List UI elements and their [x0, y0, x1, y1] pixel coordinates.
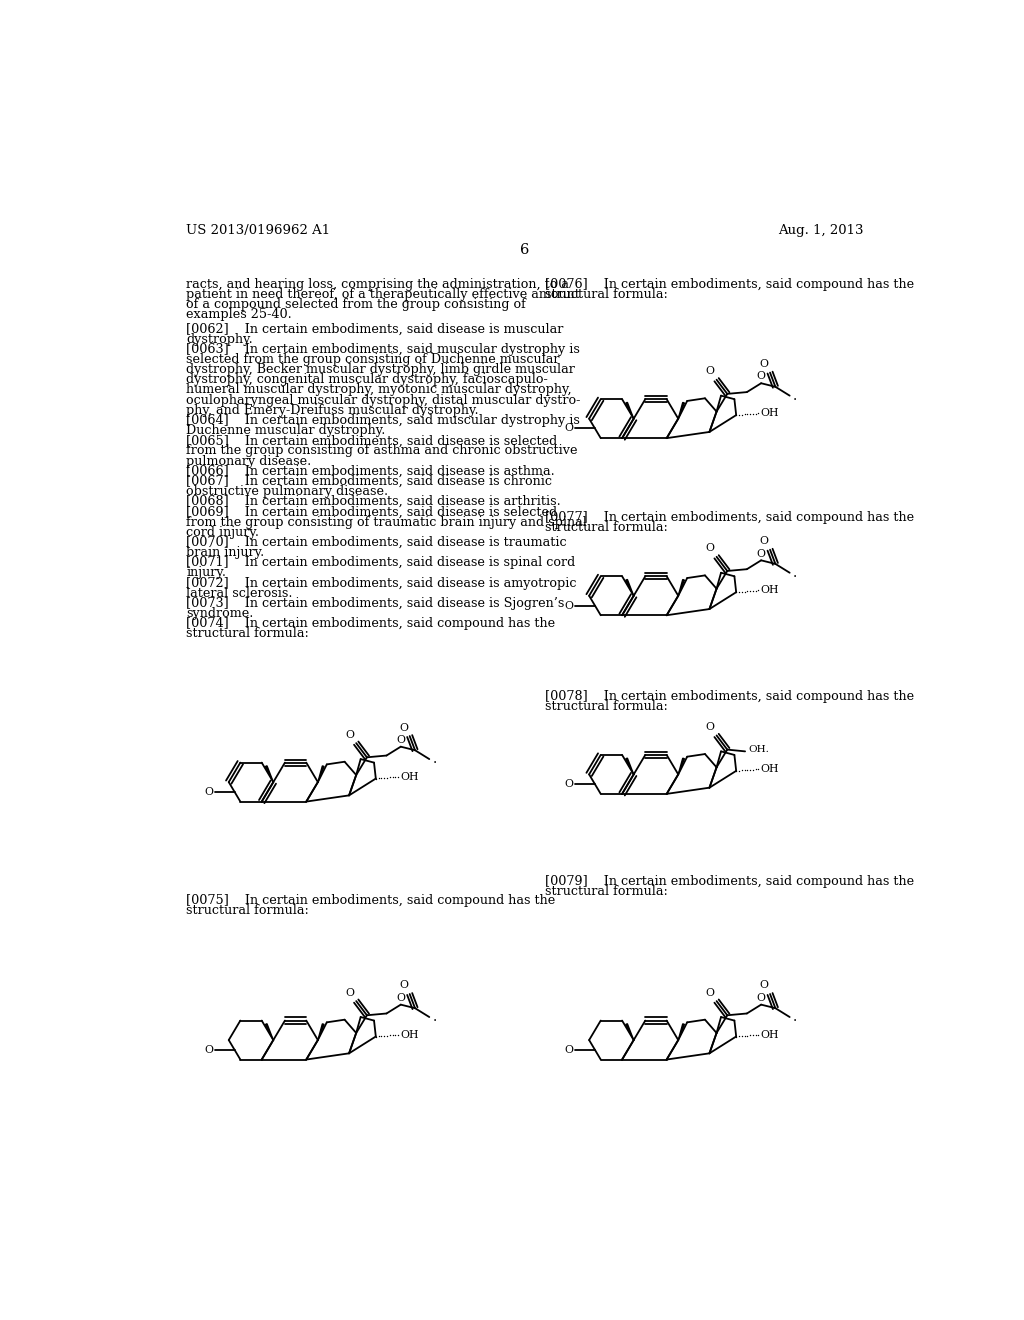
Polygon shape	[678, 579, 684, 595]
Text: OH: OH	[761, 764, 779, 774]
Text: O: O	[345, 987, 354, 998]
Text: [0075]    In certain embodiments, said compound has the: [0075] In certain embodiments, said comp…	[186, 894, 555, 907]
Text: O: O	[399, 722, 408, 733]
Text: structural formula:: structural formula:	[545, 700, 668, 713]
Text: [0079]    In certain embodiments, said compound has the: [0079] In certain embodiments, said comp…	[545, 875, 914, 887]
Text: phy, and Emery-Dreifuss muscular dystrophy.: phy, and Emery-Dreifuss muscular dystrop…	[186, 404, 479, 417]
Text: [0070]    In certain embodiments, said disease is traumatic: [0070] In certain embodiments, said dise…	[186, 536, 566, 549]
Text: OH: OH	[400, 772, 419, 781]
Text: [0067]    In certain embodiments, said disease is chronic: [0067] In certain embodiments, said dise…	[186, 475, 552, 488]
Text: structural formula:: structural formula:	[186, 904, 309, 917]
Text: oculopharyngeal muscular dystrophy, distal muscular dystro-: oculopharyngeal muscular dystrophy, dist…	[186, 393, 581, 407]
Text: from the group consisting of asthma and chronic obstructive: from the group consisting of asthma and …	[186, 445, 578, 458]
Text: O: O	[706, 987, 715, 998]
Text: O: O	[396, 993, 406, 1003]
Polygon shape	[626, 403, 634, 418]
Text: O: O	[759, 981, 768, 990]
Text: O: O	[706, 722, 715, 731]
Text: obstructive pulmonary disease.: obstructive pulmonary disease.	[186, 484, 388, 498]
Text: OH.: OH.	[749, 744, 769, 754]
Text: O: O	[757, 993, 766, 1003]
Text: O: O	[706, 366, 715, 376]
Text: O: O	[564, 424, 573, 433]
Text: [0073]    In certain embodiments, said disease is Sjogren’s: [0073] In certain embodiments, said dise…	[186, 597, 564, 610]
Text: 6: 6	[520, 243, 529, 257]
Text: [0078]    In certain embodiments, said compound has the: [0078] In certain embodiments, said comp…	[545, 689, 914, 702]
Text: Aug. 1, 2013: Aug. 1, 2013	[778, 224, 863, 236]
Text: structural formula:: structural formula:	[545, 884, 668, 898]
Text: O: O	[759, 359, 768, 370]
Text: OH: OH	[761, 586, 779, 595]
Text: lateral sclerosis.: lateral sclerosis.	[186, 586, 293, 599]
Text: cord injury.: cord injury.	[186, 525, 259, 539]
Polygon shape	[678, 1024, 684, 1040]
Text: O: O	[759, 536, 768, 546]
Text: humeral muscular dystrophy, myotonic muscular dystrophy,: humeral muscular dystrophy, myotonic mus…	[186, 383, 571, 396]
Text: .: .	[794, 1010, 798, 1024]
Text: injury.: injury.	[186, 566, 226, 579]
Text: [0064]    In certain embodiments, said muscular dystrophy is: [0064] In certain embodiments, said musc…	[186, 414, 580, 426]
Text: O: O	[564, 779, 573, 789]
Text: syndrome.: syndrome.	[186, 607, 254, 620]
Polygon shape	[626, 1024, 634, 1040]
Text: .: .	[433, 1010, 437, 1024]
Polygon shape	[317, 1024, 324, 1040]
Text: pulmonary disease.: pulmonary disease.	[186, 454, 311, 467]
Text: patient in need thereof, of a therapeutically effective amount: patient in need thereof, of a therapeuti…	[186, 288, 580, 301]
Text: OH: OH	[761, 408, 779, 418]
Text: structural formula:: structural formula:	[545, 521, 668, 535]
Text: structural formula:: structural formula:	[186, 627, 309, 640]
Text: O: O	[204, 787, 213, 797]
Text: of a compound selected from the group consisting of: of a compound selected from the group co…	[186, 298, 526, 312]
Text: [0076]    In certain embodiments, said compound has the: [0076] In certain embodiments, said comp…	[545, 277, 914, 290]
Polygon shape	[678, 758, 684, 775]
Text: O: O	[757, 371, 766, 381]
Text: Duchenne muscular dystrophy.: Duchenne muscular dystrophy.	[186, 424, 385, 437]
Polygon shape	[265, 1024, 273, 1040]
Text: racts, and hearing loss, comprising the administration, to a: racts, and hearing loss, comprising the …	[186, 277, 569, 290]
Polygon shape	[678, 403, 684, 418]
Text: O: O	[345, 730, 354, 739]
Text: [0071]    In certain embodiments, said disease is spinal cord: [0071] In certain embodiments, said dise…	[186, 556, 575, 569]
Text: [0065]    In certain embodiments, said disease is selected: [0065] In certain embodiments, said dise…	[186, 434, 557, 447]
Text: O: O	[706, 544, 715, 553]
Text: dystrophy, Becker muscular dystrophy, limb girdle muscular: dystrophy, Becker muscular dystrophy, li…	[186, 363, 575, 376]
Text: structural formula:: structural formula:	[545, 288, 668, 301]
Text: [0077]    In certain embodiments, said compound has the: [0077] In certain embodiments, said comp…	[545, 511, 914, 524]
Text: examples 25-40.: examples 25-40.	[186, 309, 292, 321]
Text: dystrophy, congenital muscular dystrophy, facioscapulo-: dystrophy, congenital muscular dystrophy…	[186, 374, 548, 387]
Text: [0062]    In certain embodiments, said disease is muscular: [0062] In certain embodiments, said dise…	[186, 322, 563, 335]
Polygon shape	[317, 766, 324, 781]
Text: from the group consisting of traumatic brain injury and spinal: from the group consisting of traumatic b…	[186, 516, 587, 528]
Text: O: O	[399, 981, 408, 990]
Text: .: .	[433, 752, 437, 766]
Polygon shape	[265, 766, 273, 781]
Polygon shape	[626, 758, 634, 775]
Text: O: O	[757, 549, 766, 558]
Text: [0066]    In certain embodiments, said disease is asthma.: [0066] In certain embodiments, said dise…	[186, 465, 555, 478]
Text: [0068]    In certain embodiments, said disease is arthritis.: [0068] In certain embodiments, said dise…	[186, 495, 561, 508]
Text: O: O	[564, 601, 573, 611]
Text: selected from the group consisting of Duchenne muscular: selected from the group consisting of Du…	[186, 352, 560, 366]
Text: O: O	[204, 1045, 213, 1055]
Text: brain injury.: brain injury.	[186, 546, 264, 560]
Text: [0072]    In certain embodiments, said disease is amyotropic: [0072] In certain embodiments, said dise…	[186, 577, 577, 590]
Text: US 2013/0196962 A1: US 2013/0196962 A1	[186, 224, 331, 236]
Text: O: O	[396, 735, 406, 744]
Text: .: .	[794, 388, 798, 403]
Text: [0069]    In certain embodiments, said disease is selected: [0069] In certain embodiments, said dise…	[186, 506, 557, 519]
Text: .: .	[794, 566, 798, 579]
Text: [0063]    In certain embodiments, said muscular dystrophy is: [0063] In certain embodiments, said musc…	[186, 343, 580, 356]
Text: dystrophy.: dystrophy.	[186, 333, 253, 346]
Text: OH: OH	[761, 1030, 779, 1040]
Text: [0074]    In certain embodiments, said compound has the: [0074] In certain embodiments, said comp…	[186, 618, 555, 630]
Text: OH: OH	[400, 1030, 419, 1040]
Text: O: O	[564, 1045, 573, 1055]
Polygon shape	[626, 579, 634, 595]
